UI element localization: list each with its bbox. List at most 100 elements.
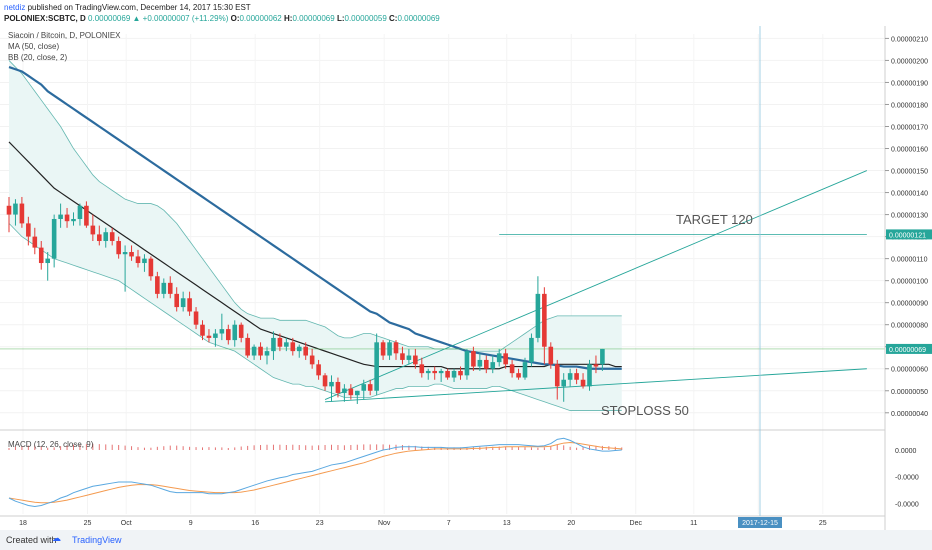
ohlc-info: POLONIEX:SCBTC, D 0.00000069 ▲ +0.000000… bbox=[4, 14, 440, 24]
target-label: TARGET 120 bbox=[676, 212, 753, 227]
candle-body bbox=[238, 324, 244, 338]
candle-body bbox=[387, 342, 392, 356]
candle-body bbox=[271, 337, 276, 352]
candle-body bbox=[380, 342, 386, 356]
author-link[interactable]: netdiz bbox=[4, 3, 26, 12]
candle-body bbox=[13, 203, 18, 215]
candle-body bbox=[45, 258, 50, 264]
candle-body bbox=[316, 364, 321, 376]
price-tick-label: 0.00000140 bbox=[891, 191, 928, 198]
date-badge: 2017-12-15 bbox=[742, 520, 778, 527]
candle-body bbox=[348, 388, 354, 396]
candle-body bbox=[167, 282, 173, 294]
candle-body bbox=[58, 214, 63, 219]
candle-body bbox=[574, 373, 579, 380]
time-tick-label: 20 bbox=[567, 520, 575, 527]
price-badge: 0.00000069 bbox=[889, 347, 926, 354]
footer: Created with ☁ TradingView bbox=[0, 530, 932, 550]
candle-body bbox=[587, 364, 592, 387]
price-tick-label: 0.00000170 bbox=[891, 124, 928, 131]
candle-body bbox=[116, 241, 121, 255]
bollinger-basis-line bbox=[8, 141, 622, 370]
candle-body bbox=[503, 353, 508, 365]
candle-body bbox=[477, 359, 483, 367]
low-label: L: bbox=[336, 14, 345, 23]
time-tick-label: 13 bbox=[503, 520, 511, 527]
price-tick-label: 0.00000200 bbox=[891, 58, 928, 65]
last-price: 0.00000069 bbox=[88, 14, 131, 23]
candle-body bbox=[490, 362, 496, 369]
open-value: 0.00000062 bbox=[239, 14, 282, 23]
symbol-label: POLONIEX:SCBTC, D bbox=[4, 14, 86, 23]
candle-body bbox=[484, 359, 489, 369]
time-tick-label: Nov bbox=[378, 520, 391, 527]
price-tick-label: 0.00000160 bbox=[891, 147, 928, 154]
high-label: H: bbox=[283, 14, 293, 23]
candle-body bbox=[413, 355, 418, 365]
bollinger-upper-line bbox=[8, 60, 622, 352]
macd-legend[interactable]: MACD (12, 26, close, 9) bbox=[8, 440, 94, 449]
chart-title: Siacoin / Bitcoin, D, POLONIEX bbox=[8, 31, 121, 40]
indicator-lines bbox=[8, 60, 622, 411]
candle-body bbox=[445, 370, 450, 378]
tradingview-link[interactable]: TradingView bbox=[72, 535, 122, 545]
candle-body bbox=[155, 276, 160, 294]
candle-body bbox=[529, 337, 534, 363]
publish-text: published on TradingView.com, December 1… bbox=[27, 3, 251, 12]
candle-body bbox=[77, 205, 83, 219]
tradingview-logo-icon: ☁ bbox=[52, 533, 61, 543]
candle-body bbox=[425, 370, 431, 374]
candle-body bbox=[542, 293, 547, 347]
candle-body bbox=[264, 351, 270, 356]
publish-info: netdiz published on TradingView.com, Dec… bbox=[4, 3, 251, 13]
close-value: 0.00000069 bbox=[397, 14, 440, 23]
candle-body bbox=[148, 258, 154, 277]
price-tick-label: 0.00000150 bbox=[891, 169, 928, 176]
grid bbox=[0, 26, 932, 530]
candle-body bbox=[51, 218, 57, 259]
candle-body bbox=[335, 381, 341, 393]
candle-body bbox=[554, 364, 560, 387]
candle-body bbox=[226, 329, 231, 341]
candle-body bbox=[213, 333, 218, 338]
price-tick-label: 0.00000210 bbox=[891, 36, 928, 43]
bb-legend[interactable]: BB (20, close, 2) bbox=[8, 53, 68, 62]
time-tick-label: Oct bbox=[121, 520, 132, 527]
candle-body bbox=[206, 335, 212, 338]
target-badge: 0.00000121 bbox=[889, 232, 926, 239]
ma-legend[interactable]: MA (50, close) bbox=[8, 42, 60, 51]
candle-body bbox=[6, 205, 12, 215]
macd-tick-label: 0.0000 bbox=[895, 448, 917, 455]
price-badge-bg bbox=[886, 343, 932, 354]
candle-body bbox=[406, 355, 412, 360]
bollinger-band-area bbox=[9, 60, 622, 411]
bollinger-band-fill bbox=[9, 60, 622, 411]
price-tick-label: 0.00000180 bbox=[891, 102, 928, 109]
chart-area[interactable]: 0.00000210 0.00000200 0.00000190 0.00000180… bbox=[0, 26, 932, 530]
candle-body bbox=[374, 342, 379, 391]
candle-body bbox=[64, 214, 70, 222]
candle-body bbox=[19, 203, 25, 224]
candle-body bbox=[593, 364, 599, 367]
price-tick-label: 0.00000100 bbox=[891, 279, 928, 286]
candle-body bbox=[284, 342, 289, 347]
ma50-line bbox=[8, 65, 622, 370]
candle-body bbox=[296, 346, 302, 352]
candle-body bbox=[232, 324, 238, 341]
candle-body bbox=[419, 364, 425, 374]
chart-header: netdiz published on TradingView.com, Dec… bbox=[0, 0, 932, 26]
candle-body bbox=[97, 234, 102, 242]
time-tick-label: 23 bbox=[316, 520, 324, 527]
price-tick-label: 0.00000190 bbox=[891, 80, 928, 87]
candle-body bbox=[309, 355, 315, 365]
candle-body bbox=[322, 375, 328, 387]
open-label: O: bbox=[230, 14, 240, 23]
candle-body bbox=[258, 346, 263, 356]
macd-pane bbox=[0, 429, 885, 508]
candle-body bbox=[567, 373, 573, 380]
chart-canvas[interactable]: 0.00000210 0.00000200 0.00000190 0.00000180… bbox=[0, 26, 932, 530]
macd-line bbox=[8, 437, 622, 508]
low-value: 0.00000059 bbox=[344, 14, 387, 23]
candle-body bbox=[193, 311, 199, 325]
candle-body bbox=[38, 247, 44, 264]
